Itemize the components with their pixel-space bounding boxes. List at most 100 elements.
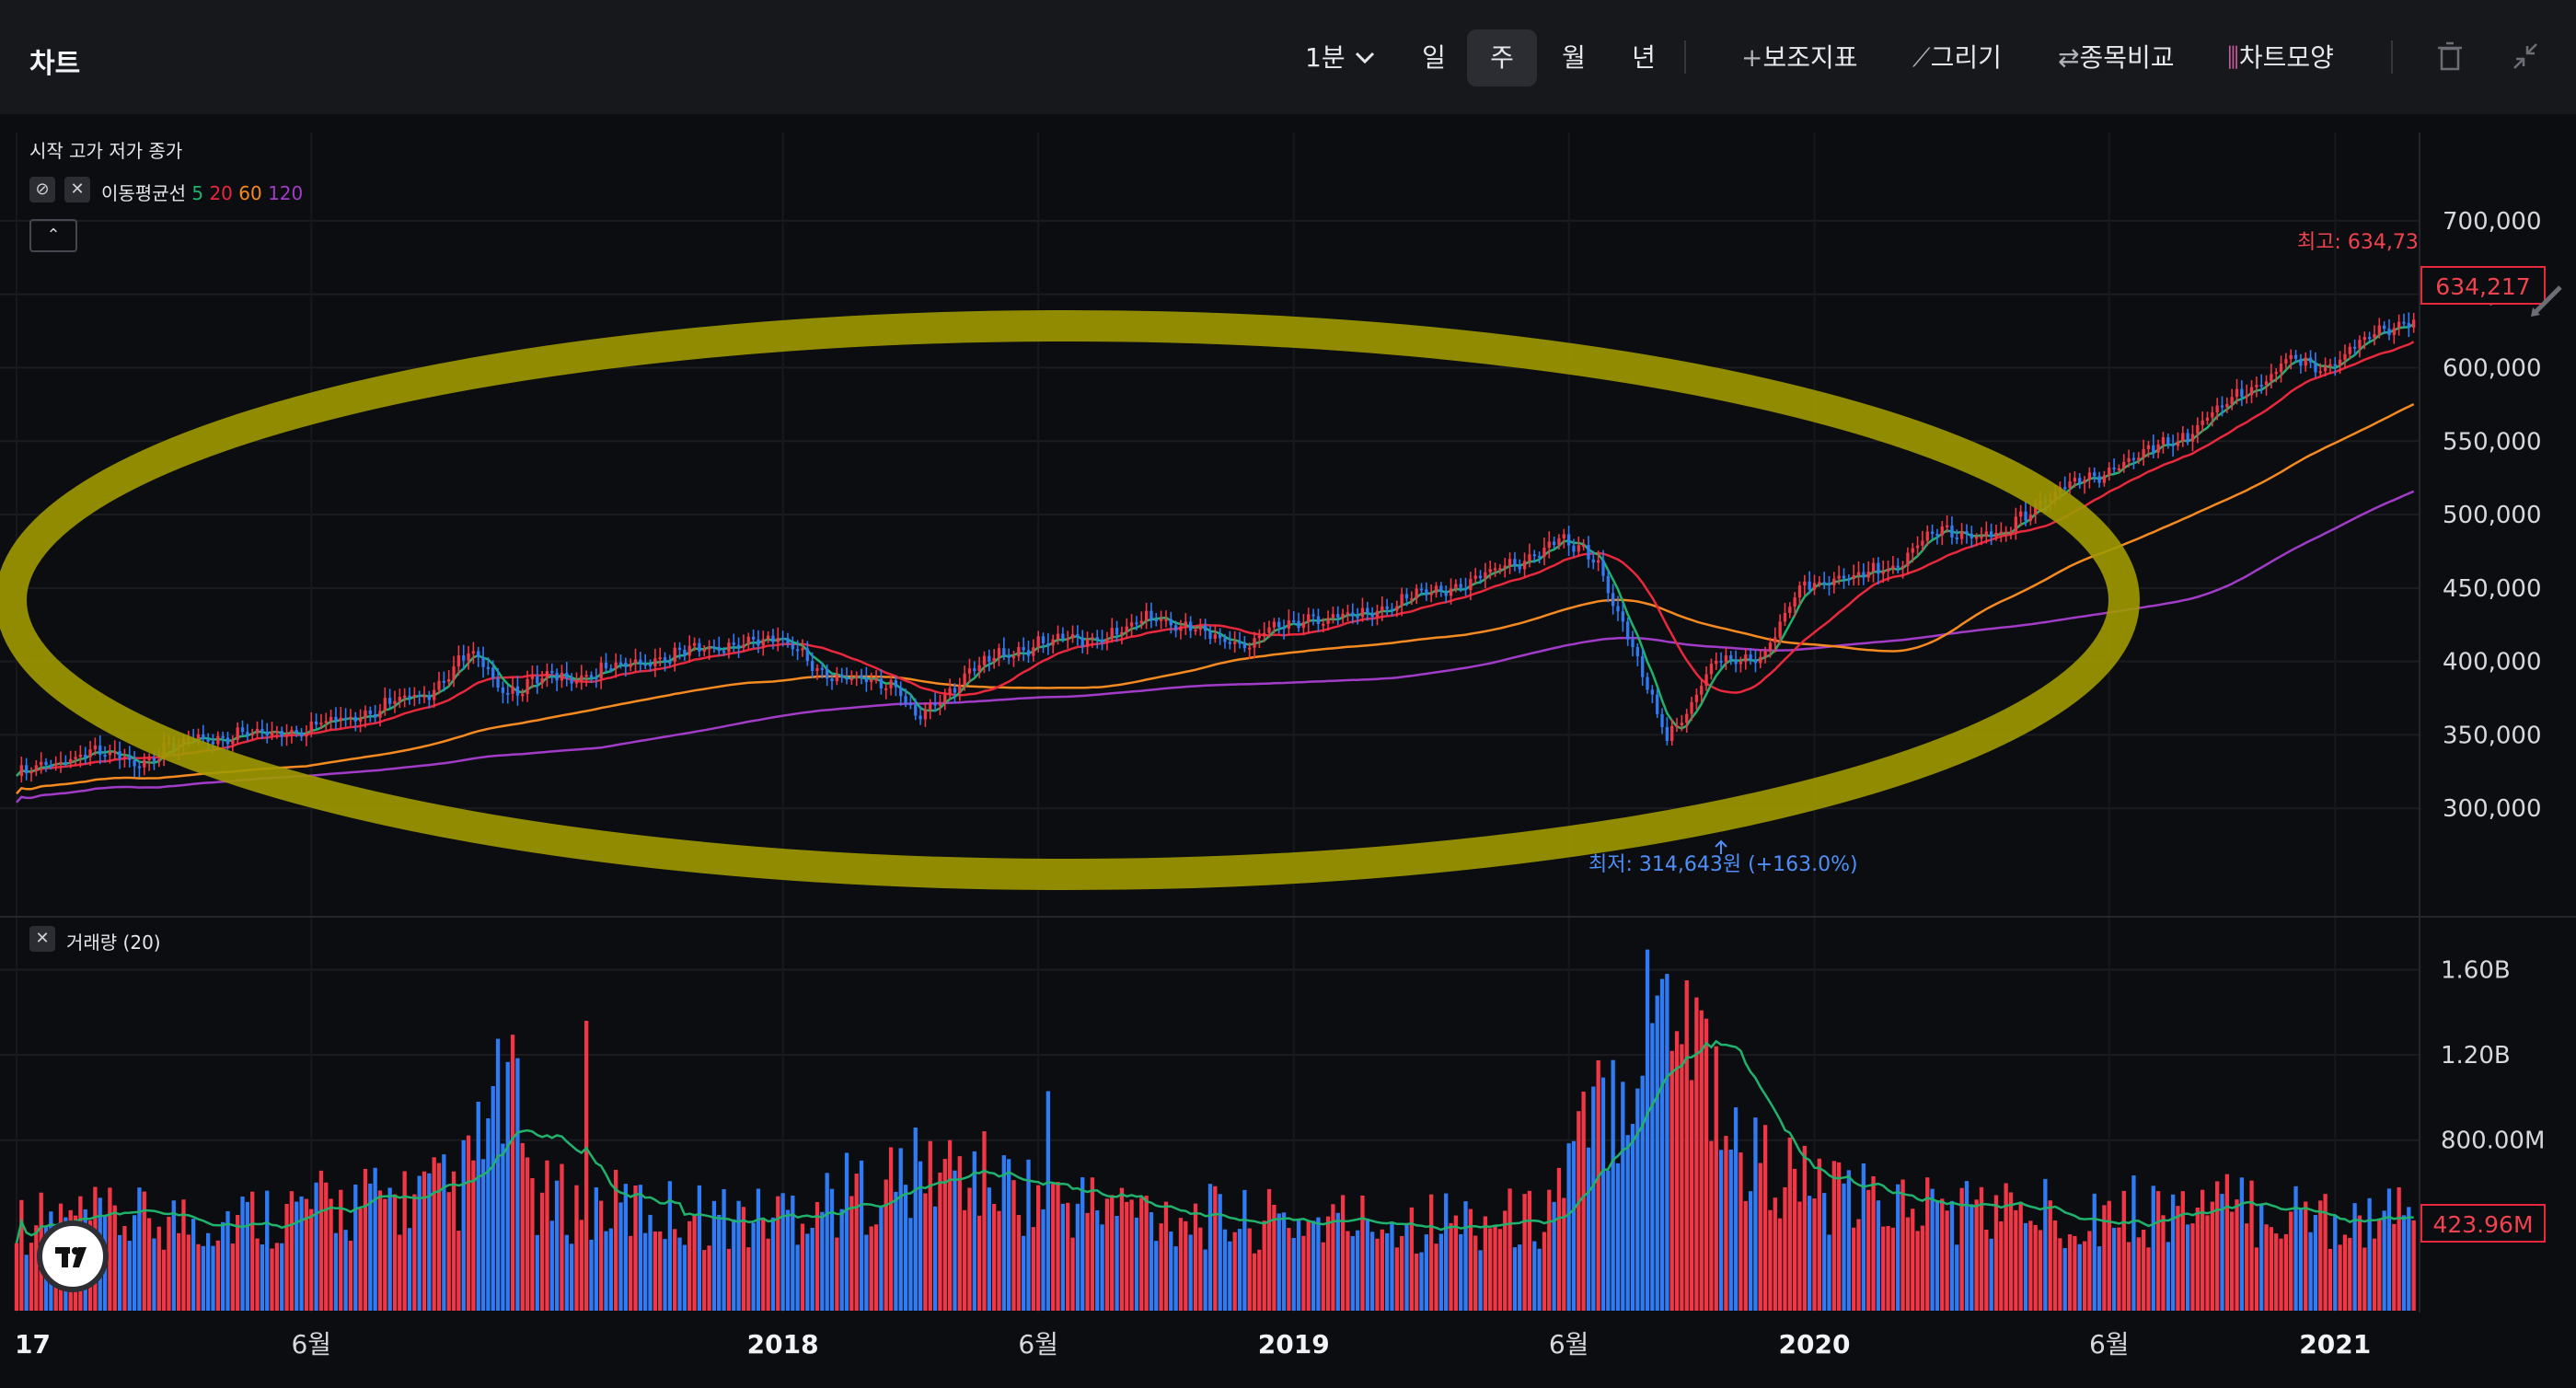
candle-body <box>2122 461 2126 468</box>
volume-bar <box>1890 1227 1896 1311</box>
collapse-icon[interactable] <box>2511 40 2540 77</box>
volume-bar <box>2082 1241 2087 1311</box>
tradingview-logo[interactable] <box>37 1220 109 1292</box>
candle-body <box>1375 610 1380 618</box>
period-month-button[interactable]: 월 <box>1562 42 1586 73</box>
volume-bar <box>879 1206 884 1311</box>
volume-bar <box>594 1187 598 1311</box>
candle-body <box>2402 321 2406 324</box>
period-week-button[interactable]: 주 <box>1467 29 1537 87</box>
volume-bar <box>1291 1237 1296 1311</box>
candle-body <box>1370 612 1374 618</box>
volume-bar <box>436 1162 442 1311</box>
volume-bar <box>2254 1247 2259 1311</box>
volume-bar <box>363 1168 368 1311</box>
collapse-legend-button[interactable]: ⌃ <box>29 219 77 252</box>
candle-body <box>717 646 721 652</box>
volume-bar <box>2269 1227 2274 1311</box>
candle-body <box>1346 612 1350 615</box>
volume-bar <box>560 1163 564 1311</box>
volume-bar <box>1110 1195 1115 1311</box>
candle-body <box>1091 637 1094 640</box>
volume-bar <box>2235 1199 2239 1311</box>
chart-shape-button[interactable]: ⫼차트모양 <box>2227 29 2334 87</box>
volume-bar <box>250 1191 255 1311</box>
candle-body <box>378 711 382 718</box>
close-icon[interactable]: ✕ <box>29 926 55 952</box>
indicator-button[interactable]: +보조지표 <box>1741 29 1858 87</box>
candle-body <box>1056 633 1060 640</box>
edit-pencil-icon <box>2531 285 2562 317</box>
volume-bar <box>309 1209 314 1311</box>
volume-bar <box>2318 1200 2323 1311</box>
period-day-button[interactable]: 일 <box>1422 42 1446 73</box>
candle-body <box>1248 647 1252 650</box>
candle-body <box>511 686 514 694</box>
candle-body <box>1675 725 1679 728</box>
volume-bar <box>2126 1242 2131 1311</box>
candle-body <box>555 672 559 681</box>
interval-select[interactable]: 1분 <box>1305 29 1375 87</box>
candle-body <box>1507 559 1512 566</box>
volume-bar <box>304 1198 309 1311</box>
candle-body <box>2249 387 2254 396</box>
candle-body <box>412 695 416 698</box>
candle-body <box>2270 374 2273 382</box>
candle-body <box>442 680 446 683</box>
volume-bar <box>810 1227 814 1311</box>
candle-body <box>93 745 98 750</box>
candle-body <box>1385 606 1389 609</box>
volume-bar <box>324 1182 329 1311</box>
volume-bar <box>888 1147 894 1311</box>
chart-title: 차트 <box>29 48 81 80</box>
candle-body <box>1552 541 1556 545</box>
candle-body <box>1832 578 1836 585</box>
volume-bar <box>2092 1193 2097 1311</box>
price-chart[interactable]: 700,000650,000600,000550,000500,000450,0… <box>0 114 2576 1388</box>
candle-body <box>1115 628 1119 635</box>
candle-body <box>1400 594 1404 607</box>
candle-body <box>2299 358 2303 366</box>
volume-bar <box>1964 1181 1970 1311</box>
candle-body <box>1759 656 1762 664</box>
candle-body <box>1066 638 1069 641</box>
candle-body <box>231 739 235 745</box>
period-year-button[interactable]: 년 <box>1632 42 1656 73</box>
volume-bar <box>991 1204 997 1311</box>
volume-bar <box>932 1206 938 1311</box>
eye-hidden-icon[interactable]: ⊘ <box>29 177 55 202</box>
candle-body <box>1287 619 1291 630</box>
time-tick-label: 6월 <box>1549 1329 1589 1359</box>
candle-body <box>1847 578 1851 581</box>
volume-bar <box>1566 1143 1571 1311</box>
close-icon[interactable]: ✕ <box>64 177 90 202</box>
volume-bar <box>2077 1243 2082 1311</box>
trash-icon[interactable] <box>2435 40 2465 77</box>
candle-body <box>324 721 328 723</box>
volume-bar <box>2136 1237 2141 1311</box>
volume-bar <box>1276 1213 1281 1311</box>
volume-bar <box>1497 1229 1503 1311</box>
volume-bar <box>1252 1253 1257 1311</box>
candle-body <box>874 678 878 681</box>
volume-bar <box>1866 1189 1871 1311</box>
candle-body <box>1331 614 1335 619</box>
candle-body <box>1974 537 1979 539</box>
volume-bar <box>1896 1184 1900 1311</box>
candle-body <box>1793 597 1796 607</box>
draw-button[interactable]: ⟋그리기 <box>1912 29 2002 87</box>
candle-body <box>202 734 205 739</box>
candle-body <box>653 658 657 666</box>
candle-body <box>1336 614 1340 618</box>
candle-body <box>1611 593 1615 607</box>
volume-bar <box>255 1238 260 1311</box>
volume-bar <box>643 1232 648 1311</box>
compare-button[interactable]: ⇄종목비교 <box>2058 29 2175 87</box>
candle-body <box>702 649 706 652</box>
candle-body <box>835 674 839 682</box>
candle-body <box>19 765 23 777</box>
candle-body <box>211 741 215 745</box>
candle-body <box>456 655 461 667</box>
time-tick-label: 17 <box>15 1329 51 1359</box>
volume-bar <box>849 1196 854 1311</box>
